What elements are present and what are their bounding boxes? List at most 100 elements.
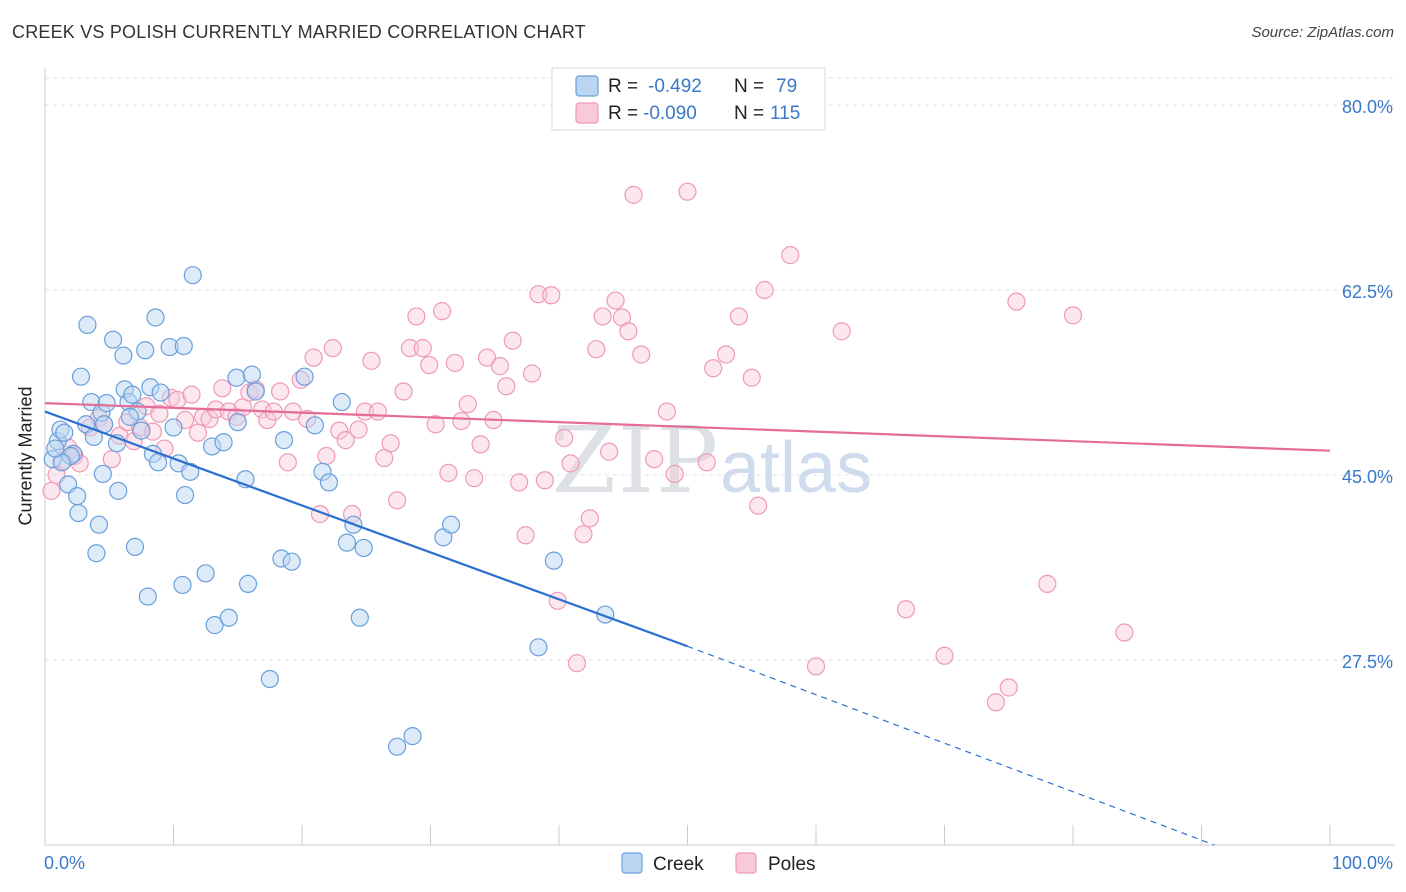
poles-point [697,453,716,472]
creek-point [97,394,116,413]
poles-point [188,423,208,442]
creek-point [387,737,407,756]
poles-point [200,409,219,429]
creek-point [120,407,139,426]
poles-point [426,415,445,434]
creek-point [104,330,123,349]
creek-point [89,515,109,534]
creek-point [238,574,258,593]
poles-point [529,285,548,304]
poles-point [806,657,826,676]
poles-n-value: 115 [770,103,800,124]
poles-point [471,435,490,454]
creek-trendline-extension [687,645,1215,846]
poles-point [490,357,509,376]
poles-point [394,382,413,401]
poles-point [657,402,677,421]
creek-point [196,564,215,583]
creek-point [214,433,233,452]
poles-r-value: -0.090 [643,103,697,124]
poles-point [522,364,542,383]
poles-point [665,464,684,484]
poles-point [542,286,561,305]
poles-point [503,331,522,350]
creek-point [354,538,373,558]
poles-point [580,509,599,528]
creek-point [282,552,301,571]
poles-point [1007,292,1026,311]
creek-r-value: -0.492 [648,76,702,97]
creek-point [205,616,224,635]
poles-point [832,322,851,341]
poles-point [213,379,232,398]
poles-bottom-swatch [735,852,757,874]
creek-point [68,487,87,506]
poles-point [387,491,407,510]
creek-point [125,537,145,556]
poles-point [516,526,535,545]
creek-bottom-label: Creek [653,854,704,875]
poles-point [1063,306,1083,325]
poles-point [619,322,638,341]
creek-point [71,367,91,386]
poles-point [624,185,643,204]
poles-point [465,469,484,488]
creek-point [138,587,157,606]
poles-point [600,442,619,461]
poles-point [278,453,297,472]
poles-point [349,420,368,439]
creek-point [403,727,422,746]
poles-r-label: R = [608,103,638,124]
poles-point [182,385,201,404]
creek-r-label: R = [608,76,638,97]
poles-point [42,481,61,500]
poles-point [362,351,381,370]
creek-point [441,515,461,534]
poles-point [413,339,432,358]
creek-point [242,365,261,384]
y-tick-label: 80.0% [1342,97,1393,117]
poles-legend-swatch [575,102,599,124]
creek-n-value: 79 [776,76,797,97]
poles-point [497,377,516,396]
creek-point [132,421,151,440]
poles-point [323,339,342,358]
creek-point [146,308,165,327]
creek-point [181,462,200,481]
creek-point [260,669,279,689]
creek-point [136,341,155,360]
poles-point [452,411,471,431]
poles-point [587,340,606,359]
y-tick-label: 45.0% [1342,467,1393,487]
poles-point [477,348,497,367]
poles-point [330,421,349,440]
poles-point [986,693,1006,712]
creek-point [164,418,183,437]
creek-point [337,533,357,552]
poles-point [755,280,774,300]
creek-point [529,638,548,657]
creek-point [55,423,74,442]
source-label: Source: ZipAtlas.com [1251,24,1394,41]
poles-point [729,307,749,326]
poles-point [999,678,1018,697]
poles-point [535,471,554,490]
poles-point [896,600,916,619]
poles-point [445,353,465,373]
poles-point [716,345,736,364]
chart-title: CREEK VS POLISH CURRENTLY MARRIED CORREL… [12,22,586,42]
creek-point [295,367,314,386]
series-legend: Creek Poles [621,852,816,875]
poles-point [253,400,272,419]
poles-point [555,428,574,448]
x-tick-label: 100.0% [1332,853,1393,873]
creek-point [78,315,97,334]
poles-point [458,395,477,414]
stats-legend: R = -0.492 N = 79 R = -0.090 N = 115 [551,67,826,131]
poles-point [271,382,290,401]
poles-point [400,339,420,358]
poles-point [304,348,323,367]
poles-point [368,402,387,421]
creek-point [109,481,128,500]
poles-point [644,450,664,469]
